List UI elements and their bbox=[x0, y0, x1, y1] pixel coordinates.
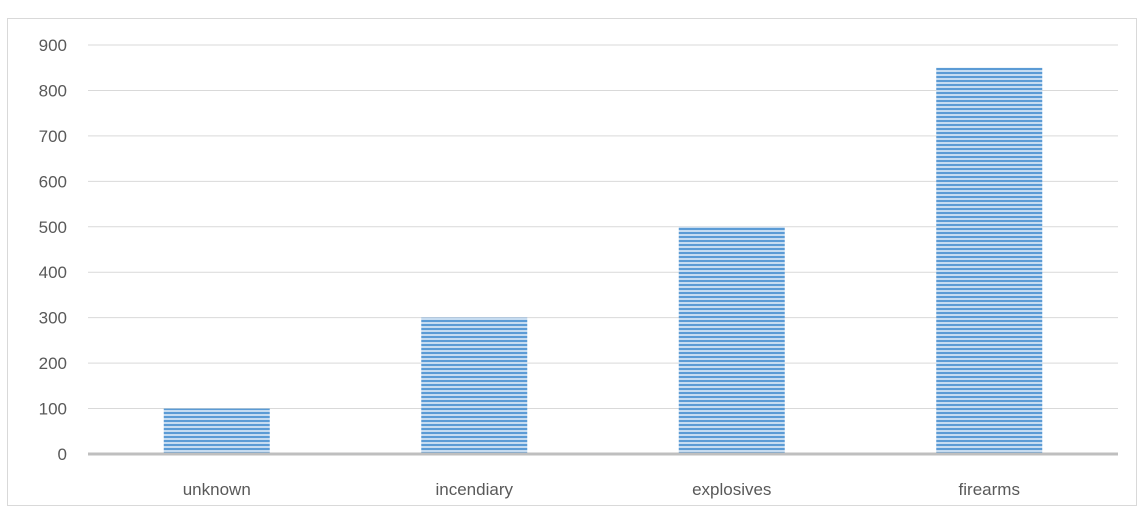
x-tick-label: incendiary bbox=[436, 480, 514, 499]
x-tick-label: unknown bbox=[183, 480, 251, 499]
y-tick-label: 0 bbox=[58, 445, 67, 464]
bar-incendiary bbox=[421, 317, 528, 454]
y-tick-label: 600 bbox=[39, 172, 67, 191]
x-axis-labels: unknown incendiary explosives firearms bbox=[183, 480, 1020, 499]
y-tick-label: 300 bbox=[39, 309, 67, 328]
bar-unknown bbox=[163, 408, 270, 454]
bar-explosives bbox=[678, 226, 785, 454]
y-tick-label: 900 bbox=[39, 36, 67, 55]
y-tick-label: 200 bbox=[39, 354, 67, 373]
y-tick-label: 700 bbox=[39, 127, 67, 146]
y-tick-label: 500 bbox=[39, 218, 67, 237]
y-tick-label: 400 bbox=[39, 263, 67, 282]
x-tick-label: firearms bbox=[959, 480, 1020, 499]
bar-firearms bbox=[936, 67, 1043, 454]
bars bbox=[163, 67, 1043, 454]
x-tick-label: explosives bbox=[692, 480, 771, 499]
y-tick-label: 800 bbox=[39, 81, 67, 100]
y-tick-label: 100 bbox=[39, 400, 67, 419]
y-axis-ticks: 0 100 200 300 400 500 600 700 800 900 bbox=[39, 36, 67, 464]
